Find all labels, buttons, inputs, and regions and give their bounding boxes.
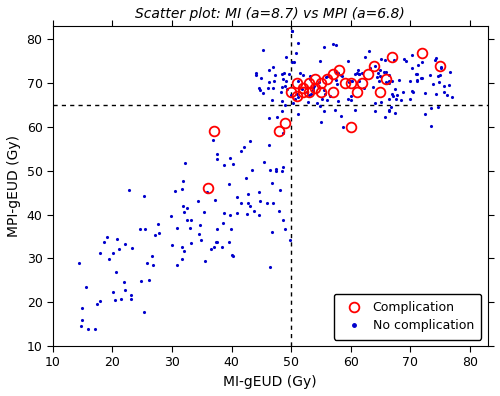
Legend: Complication, No complication: Complication, No complication xyxy=(334,294,482,340)
X-axis label: MI-gEUD (Gy): MI-gEUD (Gy) xyxy=(224,375,317,389)
Title: Scatter plot: MI (a=8.7) vs MPI (a=6.8): Scatter plot: MI (a=8.7) vs MPI (a=6.8) xyxy=(136,7,405,21)
Y-axis label: MPI-gEUD (Gy): MPI-gEUD (Gy) xyxy=(7,135,21,237)
